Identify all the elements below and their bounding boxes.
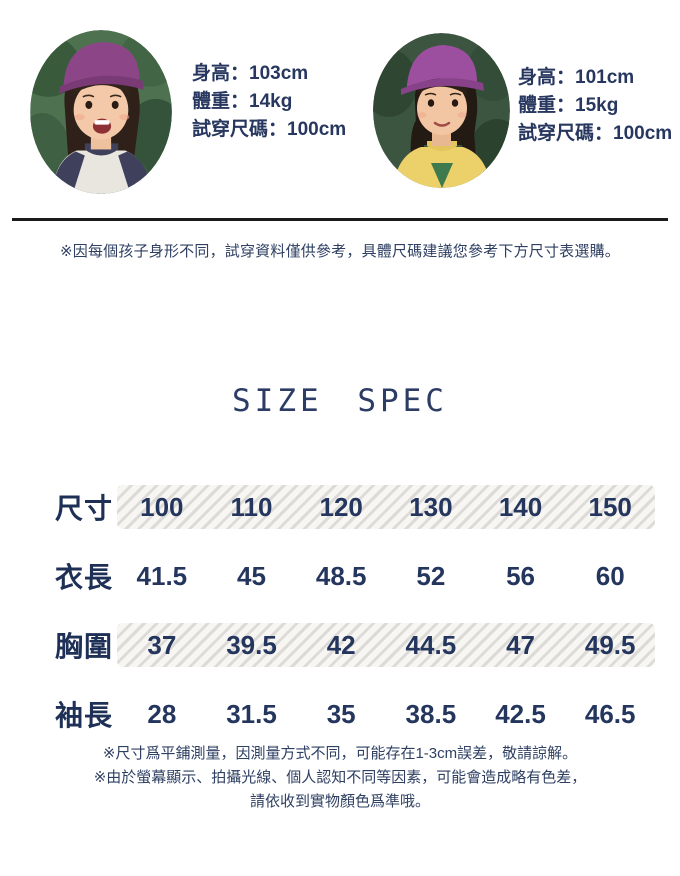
row-label-sleeve: 袖長: [55, 700, 114, 731]
chest-cell: 42: [326, 629, 356, 660]
row-values-chest: 37 39.5 42 44.5 47 49.5: [117, 623, 655, 667]
model-1-height: 身高：103cm: [192, 63, 309, 84]
footnotes: ※尺寸爲平鋪測量，因測量方式不同，可能存在1-3cm誤差，敬請諒解。 ※由於螢幕…: [0, 742, 680, 814]
row-values-sleeve: 28 31.5 35 38.5 42.5 46.5: [117, 692, 655, 736]
sleeve-cell: 31.5: [226, 698, 277, 729]
footnote-actual-color: 請依收到實物顏色爲準哦。: [249, 793, 430, 810]
sleeve-cell: 42.5: [495, 698, 546, 729]
model-2-fitting-size: 試穿尺碼：100cm: [518, 123, 673, 144]
size-spec-title: SIZE SPEC: [232, 383, 448, 419]
model-2-height: 身高：101cm: [518, 67, 635, 88]
size-cell: 150: [588, 491, 632, 522]
girl-braids-purple-cap-illustration: [373, 33, 510, 188]
model-1-fitting-size: 試穿尺碼：100cm: [192, 119, 347, 140]
row-label-chest: 胸圍: [55, 631, 114, 662]
size-cell: 140: [498, 491, 543, 522]
size-table: 尺寸 100 110 120 130 140 150 衣長 41.5 45 48…: [55, 485, 655, 761]
size-cell: 130: [409, 491, 453, 522]
child-model-photo-2: [373, 33, 510, 188]
table-row-sleeve: 袖長 28 31.5 35 38.5 42.5 46.5: [55, 692, 655, 736]
girl-laughing-purple-cap-illustration: [30, 30, 172, 194]
table-row-chest: 胸圍 37 39.5 42 44.5 47 49.5: [55, 623, 655, 667]
fit-notice: ※因每個孩子身形不同，試穿資料僅供參考，具體尺碼建議您參考下方尺寸表選購。: [60, 243, 620, 260]
length-cell: 56: [506, 560, 535, 591]
row-values-size: 100 110 120 130 140 150: [117, 485, 655, 529]
child-model-photo-1: [30, 30, 172, 194]
table-row-size: 尺寸 100 110 120 130 140 150: [55, 485, 655, 529]
model-1-specs: 身高：103cm 體重：14kg 試穿尺碼：100cm: [192, 60, 346, 144]
footnote-color-difference: ※由於螢幕顯示、拍攝光線、個人認知不同等因素，可能會造成略有色差，: [93, 769, 587, 786]
chest-cell: 47: [506, 629, 535, 660]
length-cell: 60: [595, 560, 625, 591]
size-cell: 120: [319, 491, 363, 522]
row-label-length: 衣長: [55, 562, 114, 593]
model-2-specs: 身高：101cm 體重：15kg 試穿尺碼：100cm: [518, 64, 672, 148]
chest-cell: 44.5: [405, 629, 457, 660]
length-cell: 41.5: [136, 560, 188, 591]
sleeve-cell: 46.5: [584, 698, 636, 729]
footnote-measure: ※尺寸爲平鋪測量，因測量方式不同，可能存在1-3cm誤差，敬請諒解。: [102, 745, 578, 762]
divider-line: [12, 218, 668, 221]
row-label-size: 尺寸: [55, 493, 114, 524]
size-cell: 100: [140, 491, 184, 522]
size-cell: 110: [230, 491, 273, 522]
sleeve-cell: 38.5: [405, 698, 457, 729]
chest-cell: 39.5: [226, 629, 277, 660]
model-2-weight: 體重：15kg: [518, 95, 619, 116]
model-1-weight: 體重：14kg: [192, 91, 293, 112]
sleeve-cell: 35: [326, 698, 356, 729]
length-cell: 52: [416, 560, 446, 591]
table-row-length: 衣長 41.5 45 48.5 52 56 60: [55, 554, 655, 598]
chest-cell: 49.5: [584, 629, 636, 660]
length-cell: 45: [237, 560, 266, 591]
length-cell: 48.5: [315, 560, 367, 591]
row-values-length: 41.5 45 48.5 52 56 60: [117, 554, 655, 598]
chest-cell: 37: [147, 629, 177, 660]
sleeve-cell: 28: [147, 698, 177, 729]
